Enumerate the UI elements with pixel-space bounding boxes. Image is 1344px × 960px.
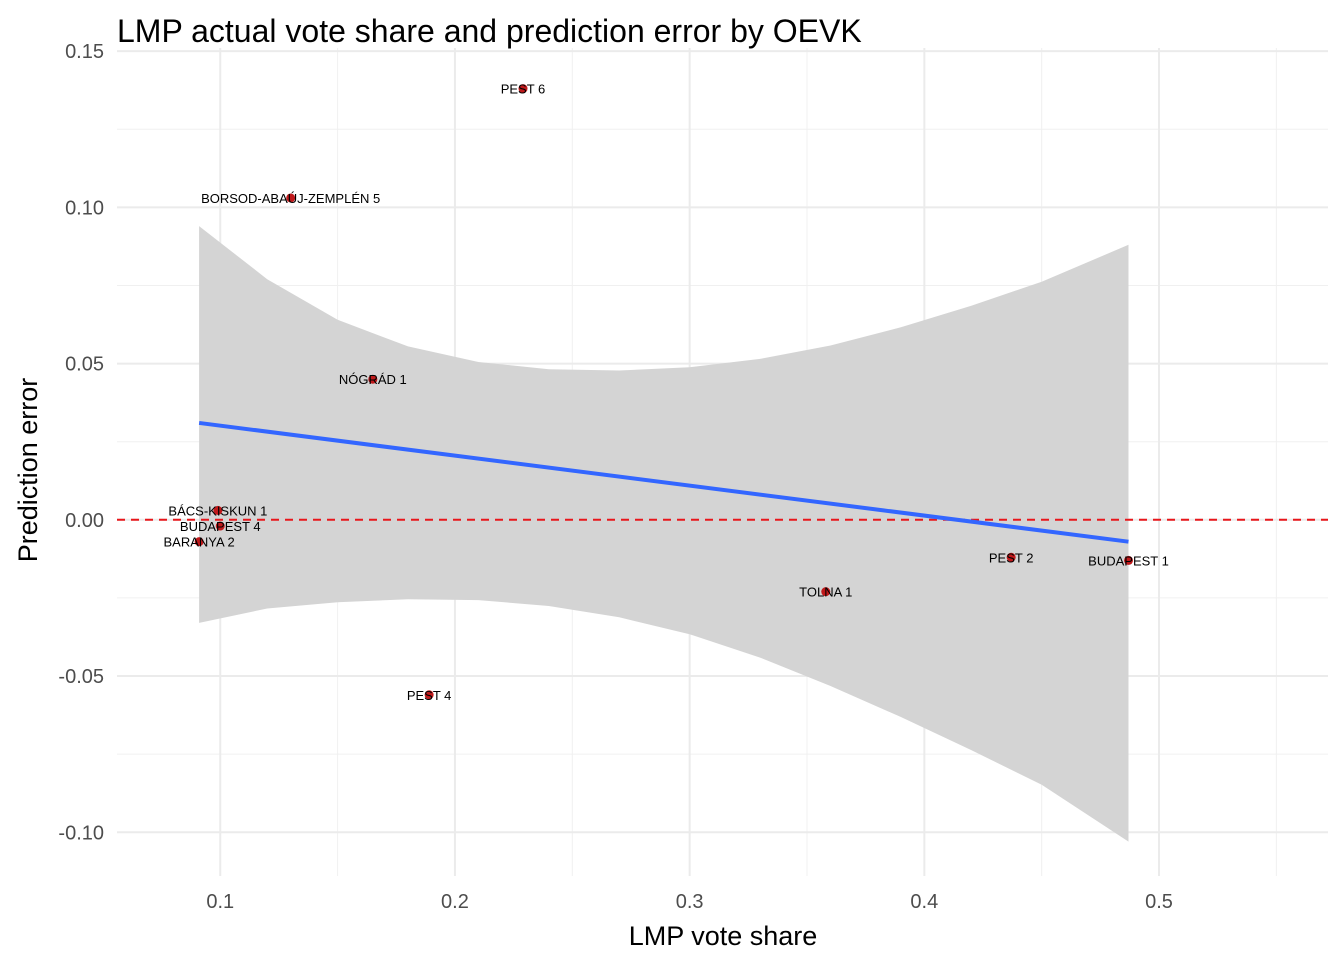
data-point [821,587,831,597]
x-tick-label: 0.5 [1145,891,1173,913]
data-point [424,690,434,700]
data-point [194,537,204,547]
data-point [518,84,528,94]
x-tick-label: 0.2 [441,891,469,913]
point-label: BUDAPEST 4 [180,519,261,534]
y-tick-label: 0.10 [65,197,104,219]
y-tick-label: -0.10 [58,822,104,844]
point-label: BORSOD-ABAÚJ-ZEMPLÉN 5 [201,191,380,206]
chart-title: LMP actual vote share and prediction err… [117,13,862,49]
point-label: PEST 4 [407,688,452,703]
point-label: PEST 2 [989,550,1034,565]
x-tick-label: 0.1 [206,891,234,913]
data-point [286,193,296,203]
points-layer [194,84,1134,700]
x-tick-label: 0.3 [676,891,704,913]
y-tick-label: 0.00 [65,510,104,532]
y-axis-title: Prediction error [13,378,43,563]
x-axis-ticks: 0.1 0.2 0.3 0.4 0.5 [206,891,1173,913]
y-tick-label: -0.05 [58,666,104,688]
x-axis-title: LMP vote share [629,921,818,951]
point-label: NÓGRÁD 1 [339,372,407,387]
point-labels-layer: PEST 6 BORSOD-ABAÚJ-ZEMPLÉN 5 NÓGRÁD 1 BÁCS… [163,82,1168,703]
data-point [215,521,225,531]
confidence-band [199,226,1129,842]
point-label: PEST 6 [501,82,546,97]
point-label: BARANYA 2 [163,535,234,550]
data-point [368,374,378,384]
confidence-band-layer [199,226,1129,842]
x-tick-label: 0.4 [910,891,938,913]
data-point [1124,555,1134,565]
data-point [213,505,223,515]
y-axis-ticks: -0.10 -0.05 0.00 0.05 0.10 0.15 [58,41,104,844]
data-point [1006,552,1016,562]
y-tick-label: 0.15 [65,41,104,63]
point-label: BÁCS-KISKUN 1 [168,503,267,518]
point-label: BUDAPEST 1 [1088,553,1169,568]
trend-line-layer [198,420,1129,544]
point-label: TOLNA 1 [799,585,852,600]
y-tick-label: 0.05 [65,354,104,376]
trend-line [198,420,1129,544]
